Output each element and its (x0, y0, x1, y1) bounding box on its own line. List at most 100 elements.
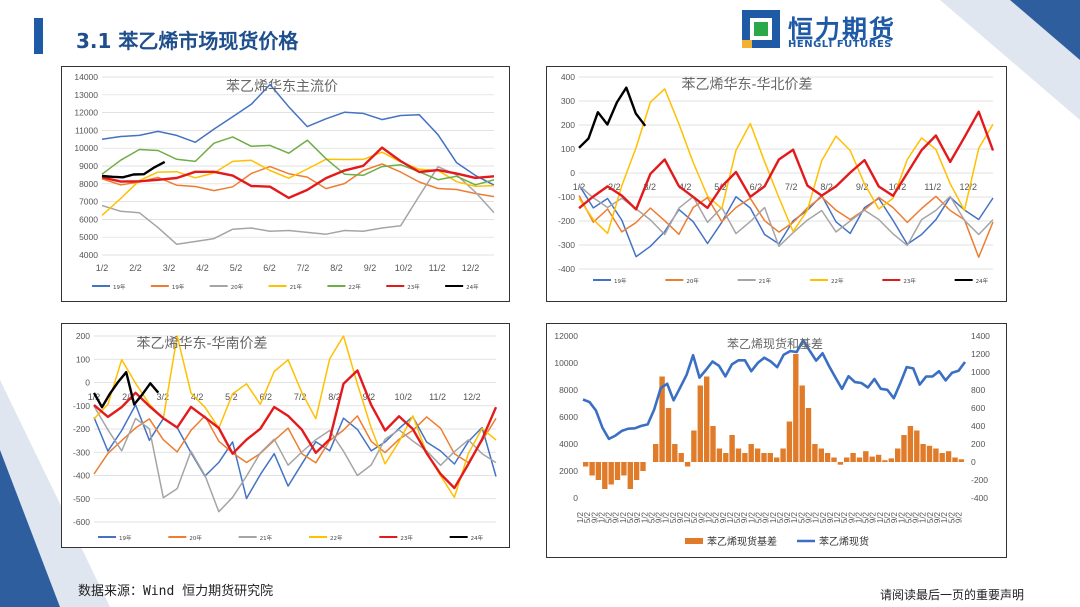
y-tick-label: 5000 (79, 232, 98, 242)
x-tick-label: 1/2 (854, 511, 863, 523)
basis-bar (633, 462, 640, 480)
x-tick-label: 5/2 (947, 511, 956, 523)
logo-mark-icon (742, 10, 780, 48)
x-tick-label: 6/2 (260, 392, 273, 402)
x-tick-label: 5/2 (926, 511, 935, 523)
series-line-s24 (92, 371, 160, 409)
x-tick-label: 1/2 (597, 511, 606, 523)
basis-bar (844, 457, 850, 462)
legend-label: 21年 (290, 283, 303, 291)
basis-bar (761, 453, 767, 462)
x-tick-label: 1/2 (662, 511, 671, 523)
series-line-s23b (93, 369, 498, 490)
chart-title: 苯乙烯现货和基差 (727, 336, 823, 351)
x-tick-label: 9/2 (364, 263, 377, 273)
basis-bar (786, 421, 793, 462)
chart-panel-spot-and-basis: 0 2000 4000 6000 8000 10000 12000 -400 -200 0 200 4… (546, 323, 1007, 558)
x-tick-label: 1/2 (769, 511, 778, 523)
legend-label-basis: 苯乙烯现货基差 (707, 535, 777, 548)
y-tick-label: 10000 (74, 143, 98, 153)
y-tick-label: 14000 (74, 72, 98, 82)
y-tick-label: -400 (558, 264, 575, 274)
y-tick-label: -200 (73, 424, 90, 434)
x-tick-label: 5/2 (819, 511, 828, 523)
x-tick-label: 1/2 (897, 511, 906, 523)
x-tick-label: 5/2 (840, 511, 849, 523)
x-tick-label: 5/2 (647, 511, 656, 523)
y-tick-label: -200 (558, 216, 575, 226)
legend-label: 22年 (330, 534, 343, 542)
basis-bar (678, 453, 684, 462)
legend-label: 20年 (189, 534, 202, 542)
x-tick-label: 1/2 (705, 511, 714, 523)
x-tick-label: 9/2 (826, 511, 835, 523)
x-tick-label: 1/2 (576, 511, 585, 523)
basis-bar (882, 460, 888, 462)
basis-bar (875, 454, 882, 462)
y-tick-label: 300 (561, 96, 575, 106)
x-tick-label: 5/2 (904, 511, 913, 523)
right-y-tick-label: 0 (971, 457, 976, 467)
x-tick-label: 1/2 (96, 263, 109, 273)
legend-label-spot: 苯乙烯现货 (819, 535, 869, 548)
page-title: 3.1 苯乙烯市场现货价格 (76, 29, 299, 53)
legend-label: 24年 (466, 283, 479, 291)
basis-bar (653, 444, 659, 462)
basis-bar (621, 462, 627, 476)
x-tick-label: 12/2 (463, 392, 481, 402)
left-y-tick-label: 6000 (559, 412, 578, 422)
x-tick-label: 9/2 (856, 182, 869, 192)
x-tick-label: 2/2 (122, 392, 135, 402)
x-tick-label: 3/2 (644, 182, 657, 192)
basis-bar (583, 462, 589, 467)
basis-bar (742, 453, 748, 462)
y-tick-label: 6000 (79, 214, 98, 224)
series-line-s19 (578, 184, 994, 258)
basis-bar (920, 444, 926, 462)
series-line-s19 (101, 83, 495, 186)
basis-bar (589, 462, 595, 476)
basis-bar (907, 426, 914, 462)
x-tick-label: 5/2 (883, 511, 892, 523)
y-tick-label: 200 (561, 120, 575, 130)
basis-bar (837, 462, 844, 465)
series-line-s21 (101, 165, 495, 246)
basis-bar (659, 376, 665, 462)
legend-label: 24年 (471, 534, 484, 542)
basis-bar (895, 448, 901, 462)
x-tick-label: 5/2 (583, 511, 592, 523)
legend-label: 23年 (903, 277, 916, 285)
x-tick-label: 6/2 (750, 182, 763, 192)
left-y-tick-label: 8000 (559, 385, 578, 395)
chart-panel-east-china-price: 4000 5000 6000 7000 8000 9000 10000 11000 12000 1… (61, 66, 510, 302)
x-tick-label: 1/2 (619, 511, 628, 523)
basis-bar (602, 462, 608, 489)
series-line-s23b (101, 146, 495, 200)
x-tick-label: 8/2 (330, 263, 343, 273)
basis-bar (914, 430, 920, 462)
x-tick-label: 5/2 (733, 511, 742, 523)
series-line-s21 (578, 184, 994, 248)
x-tick-label: 1/2 (726, 511, 735, 523)
y-tick-label: -500 (73, 494, 90, 504)
x-tick-label: 9/2 (719, 511, 728, 523)
y-tick-label: 8000 (79, 179, 98, 189)
x-tick-label: 4/2 (196, 263, 209, 273)
y-tick-label: 4000 (79, 250, 98, 260)
series-line-s24 (101, 160, 166, 179)
x-tick-label: 2/2 (608, 182, 621, 192)
y-tick-label: 100 (561, 144, 575, 154)
x-tick-label: 1/2 (683, 511, 692, 523)
series-line-s23 (101, 136, 495, 186)
y-tick-label: 400 (561, 72, 575, 82)
legend-label: 23年 (400, 534, 413, 542)
legend-label: 21年 (759, 277, 772, 285)
basis-bar (697, 385, 703, 462)
logo-english-name: HENGLI FUTURES (788, 39, 892, 50)
x-tick-label: 1/2 (573, 182, 586, 192)
right-y-tick-label: 1200 (971, 349, 990, 359)
chart-east-china-mainstream-price: 4000 5000 6000 7000 8000 9000 10000 11000 12000 1… (74, 72, 495, 291)
disclaimer-note: 请阅读最后一页的重要声明 (880, 588, 1025, 602)
left-y-tick-label: 2000 (559, 466, 578, 476)
series-line-s20 (101, 163, 495, 198)
